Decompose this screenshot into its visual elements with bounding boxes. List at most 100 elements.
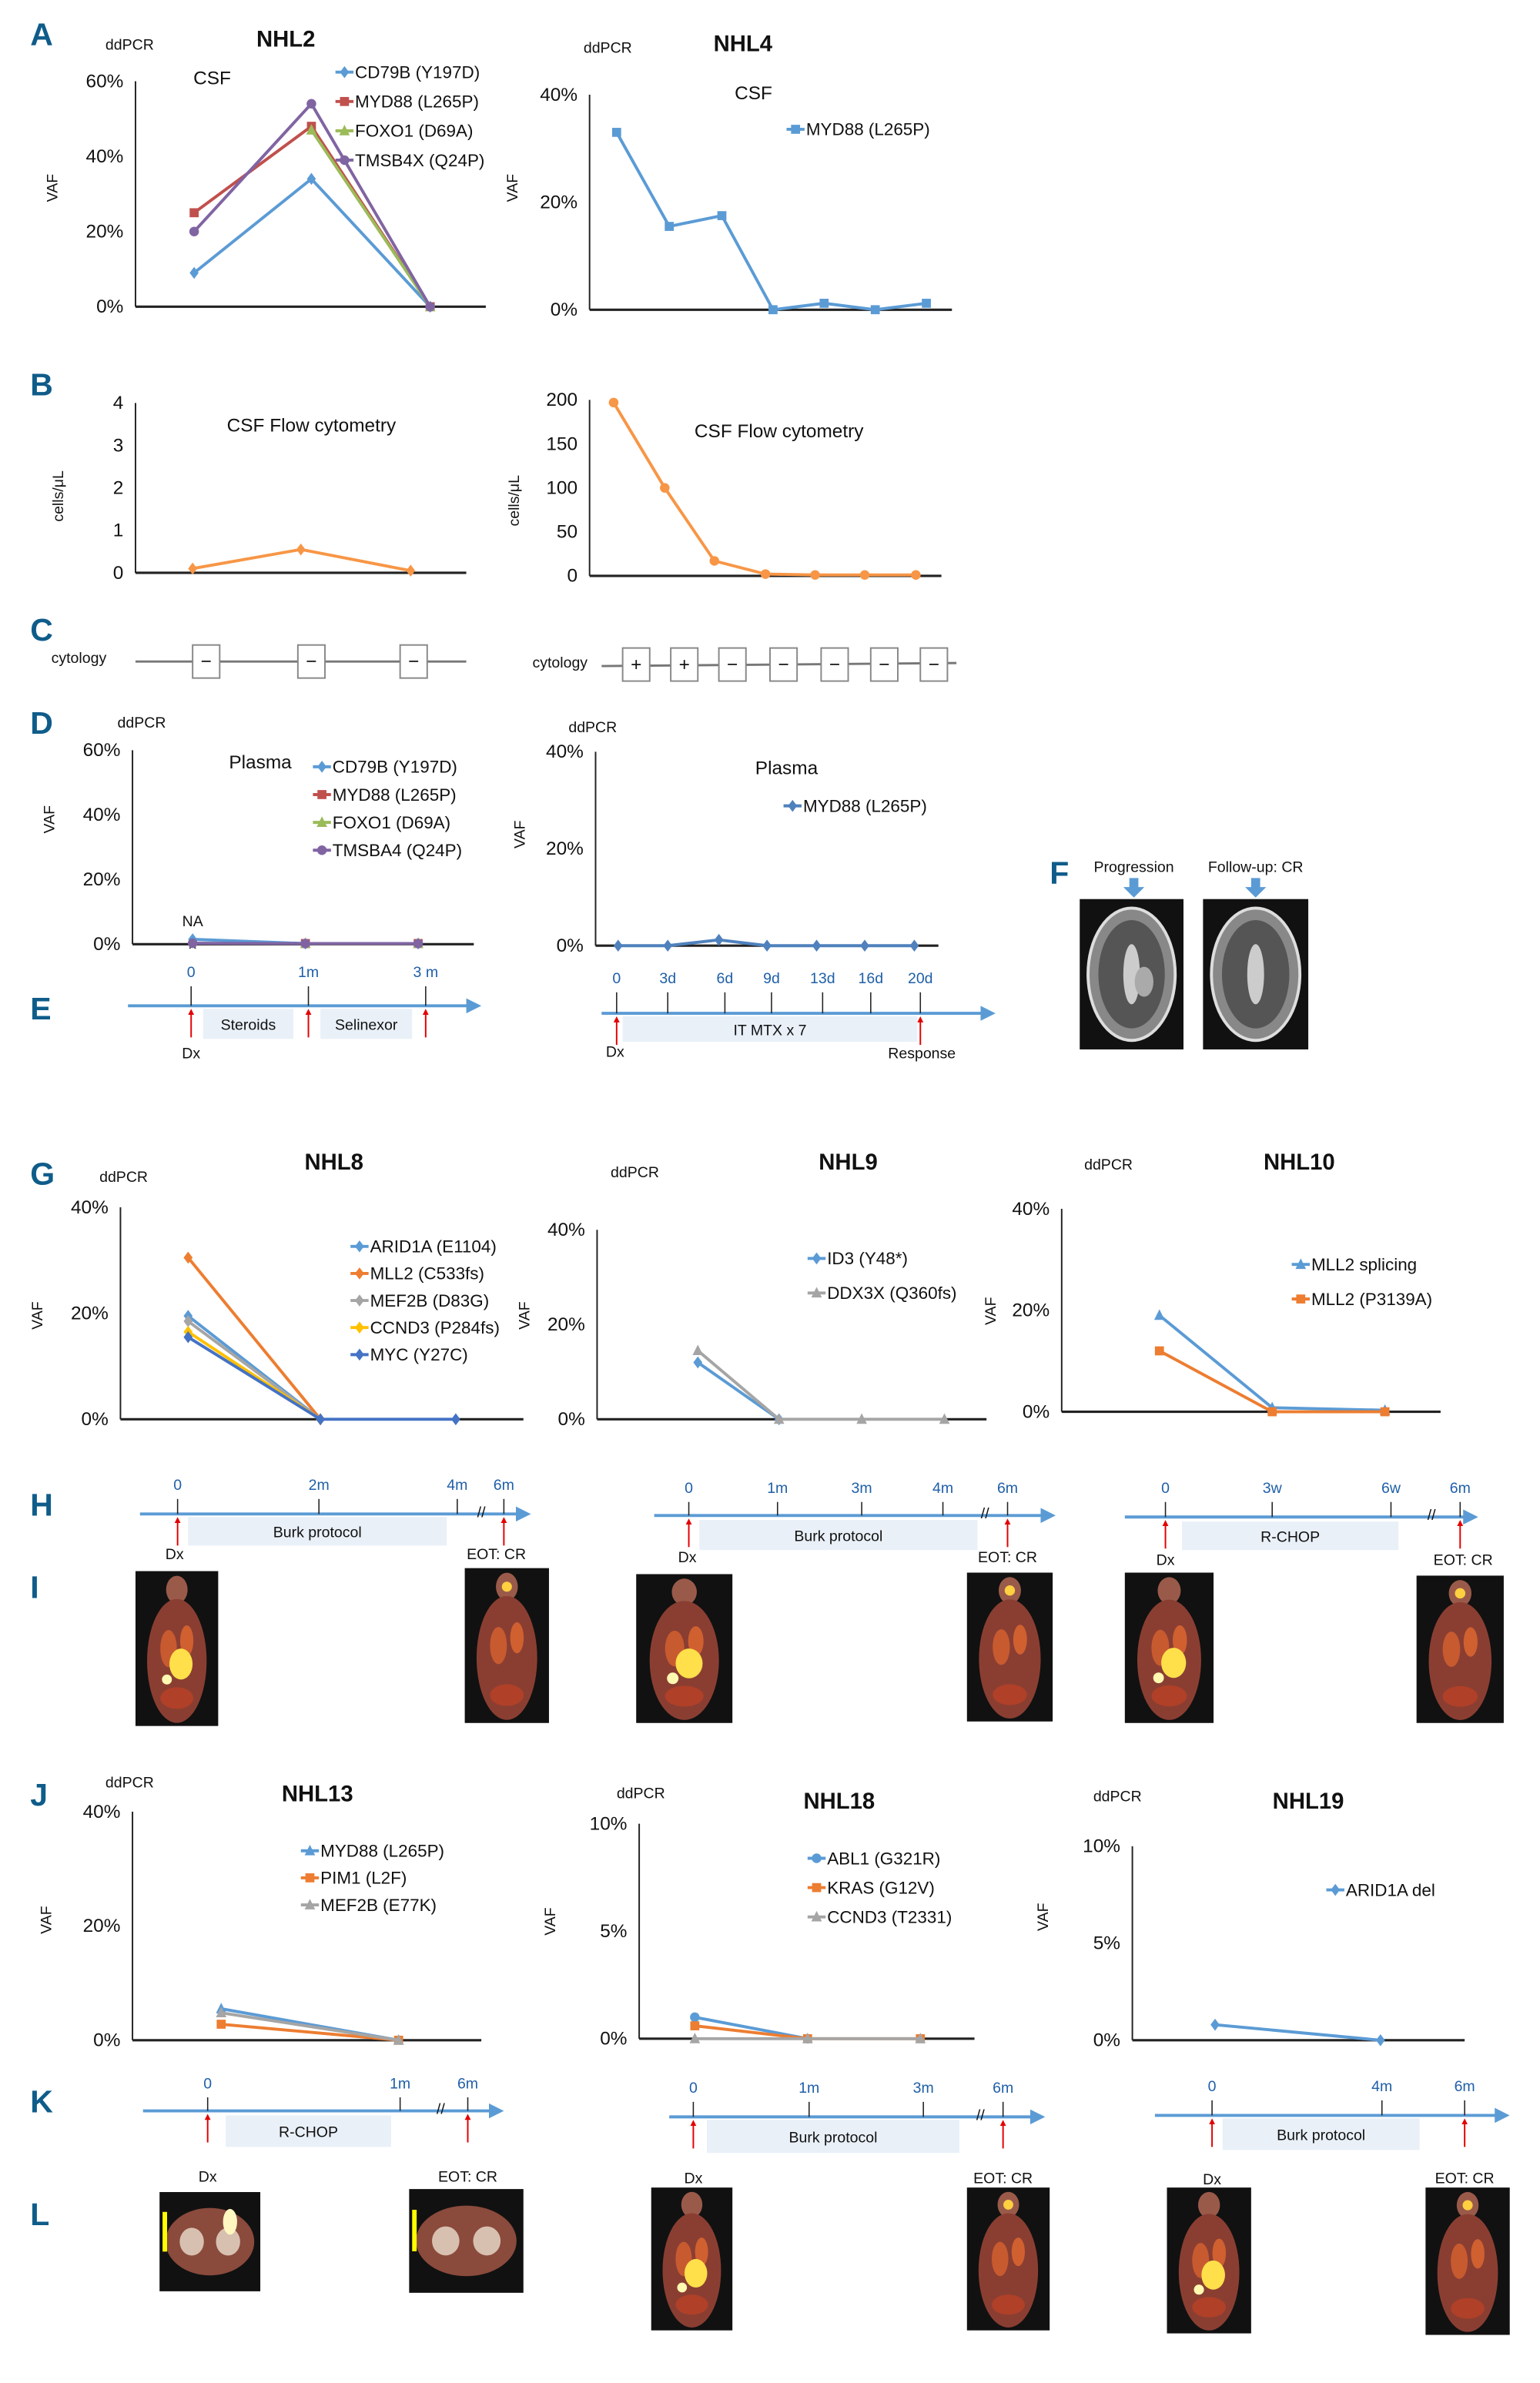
y-tick-label: 40% [83,1802,121,1822]
legend-marker [812,1883,822,1893]
chart-panel-5: 0% 20% 40% ddPCR Plasma VAF MYD88 (L265P) [512,719,939,956]
chart-title: NHL19 [1273,1789,1344,1814]
data-point [611,128,621,137]
data-point [1154,1346,1164,1356]
diagnosis-label: Dx [182,1046,200,1063]
legend-item: CCND3 (P284fs) [350,1318,500,1337]
timepoint-label: 6m [1455,2078,1475,2095]
y-tick-label: 50 [557,522,578,543]
chart-title: NHL18 [803,1789,875,1814]
data-point [393,2033,404,2045]
treatment-box [699,1520,978,1551]
series-mll2-c533fs- [183,1251,326,1426]
data-point [316,1413,326,1426]
data-point [1380,1407,1390,1417]
pet-nhl18-dx [651,2187,733,2331]
legend-item: MLL2 splicing [1291,1255,1417,1274]
series-tmsb4x-q24p- [189,99,435,312]
legend-item: FOXO1 (D69A) [335,122,473,141]
y-tick-label: 0% [93,934,120,955]
series-values [608,397,921,580]
pet-nhl10-eot [1416,1575,1504,1723]
legend-item: MLL2 (C533fs) [350,1264,484,1284]
data-point [406,564,416,577]
legend-label: PIM1 (L2F) [320,1869,407,1888]
series-line [310,129,432,308]
legend-label: ABL1 (G321R) [827,1849,940,1868]
legend-item: MYD88 (L265P) [300,1842,444,1861]
pet-nhl10-dx [1124,1572,1214,1723]
treatment-box [1182,1521,1399,1551]
legend-label: CD79B (Y197D) [333,758,457,777]
cytology-result: + [679,654,690,675]
series-line [615,131,927,312]
y-tick-label: 150 [546,433,578,454]
y-axis-label: VAF [44,174,61,202]
legend-item: MYD88 (L265P) [783,796,927,815]
treatment-label: R-CHOP [1260,1528,1320,1545]
legend-label: MLL2 splicing [1311,1255,1417,1274]
series-ddx3x-q360fs- [692,1344,950,1424]
legend-item: MYD88 (L265P) [313,785,457,805]
data-point [663,939,673,952]
chart-title: NHL13 [282,1781,353,1806]
legend-label: TMSBA4 (Q24P) [333,841,462,860]
series-mll2-splicing [1153,1309,1391,1415]
y-axis-label: VAF [512,820,529,848]
y-tick-label: 1 [113,520,124,541]
chart-subtitle: Plasma [229,752,292,773]
y-tick-label: 0 [113,563,124,584]
chart-title: NHL10 [1264,1150,1335,1175]
legend-item: PIM1 (L2F) [300,1869,407,1888]
legend-label: MYD88 (L265P) [806,120,930,139]
treatment-timeline: R-CHOP 0 3w 6w 6m // Dx EOT: CR [1124,1480,1493,1569]
data-point [1210,2018,1220,2031]
timepoint-label: 3m [852,1480,872,1497]
legend-label: ID3 (Y48*) [827,1249,908,1268]
legend-label: MYD88 (L265P) [320,1842,444,1861]
data-point [773,1413,785,1424]
diagnosis-label: Dx [606,1044,624,1061]
outcome-label: EOT: CR [467,1546,526,1563]
data-point [856,1413,867,1424]
y-axis-label: VAF [29,1301,46,1330]
y-tick-label: 200 [546,390,578,410]
cytology-result: − [727,654,738,675]
y-axis-label: VAF [517,1301,534,1330]
cytology-result-box [192,644,221,679]
followup-label: Follow-up: CR [1208,859,1304,876]
data-point [1153,1309,1165,1320]
panel-label-g: G [30,1156,55,1192]
y-axis-label: cells/μL [50,470,67,522]
data-point [216,2020,226,2029]
chart-subtitle: CSF [193,68,231,89]
timepoint-label: 1m [298,964,319,981]
y-tick-label: 3 [113,435,124,456]
timepoint-label: 0 [689,2080,698,2097]
series-line [1158,1314,1385,1412]
series-line [697,1349,945,1421]
panel-label-b: B [30,367,53,403]
axis-break: // [981,1505,989,1522]
legend-marker [1296,1294,1306,1304]
treatment-label: IT MTX x 7 [733,1022,806,1039]
panel-label-d: D [30,705,53,741]
method-label: ddPCR [584,39,632,56]
legend-item: MYC (Y27C) [350,1345,468,1364]
cytology-result-box [621,647,651,682]
treatment-timeline: Burk protocol 0 2m 4m 6m // Dx EOT: CR [139,1477,531,1563]
data-point [451,1413,460,1426]
timepoint-label: 20d [908,970,933,987]
treatment-label: R-CHOP [279,2124,338,2141]
series-tmsba4-q24p- [187,938,424,949]
legend-marker [340,65,350,79]
panel-label-a: A [30,17,53,52]
treatment-timeline: Steroids Selinexor 0 1m 3 m Dx [128,964,482,1063]
treatment-box [203,1009,293,1039]
y-axis-label: VAF [1035,1903,1052,1931]
cytology-result: − [201,651,212,672]
legend-marker [339,125,350,136]
chart-title: NHL9 [819,1150,877,1175]
timepoint-label: 6d [717,970,734,987]
y-axis-label: VAF [983,1297,999,1325]
